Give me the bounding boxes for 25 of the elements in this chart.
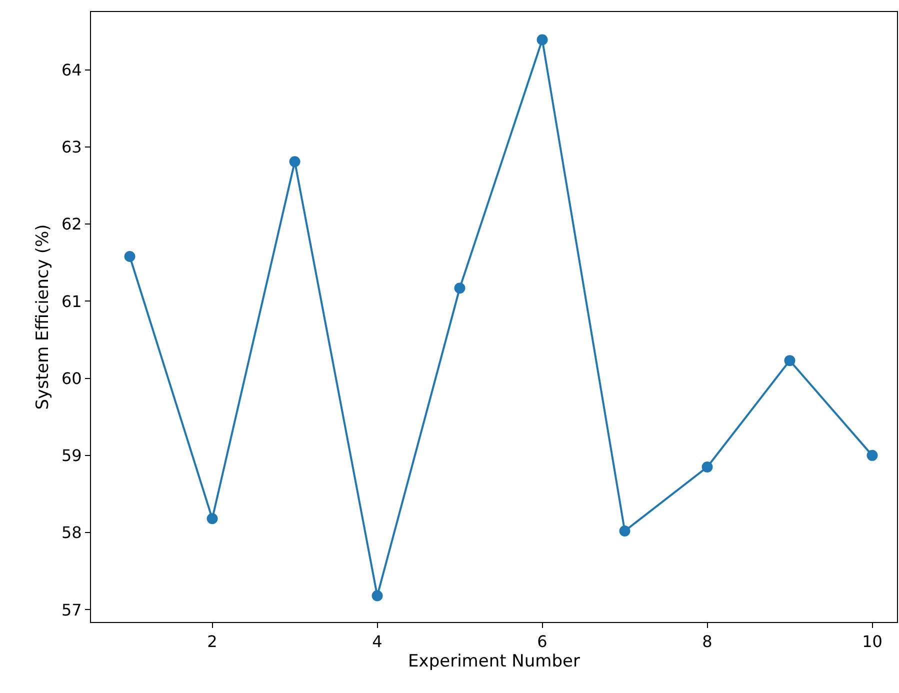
y-tick-label: 58 xyxy=(61,523,82,542)
point xyxy=(372,590,383,602)
y-tick-label: 61 xyxy=(61,292,82,311)
y-tick-label: 60 xyxy=(61,368,82,388)
point xyxy=(866,450,878,461)
point xyxy=(784,355,796,366)
y-tick-label: 59 xyxy=(61,446,82,466)
y-axis-title: System Efficiency (%) xyxy=(32,224,53,410)
y-tick-label: 64 xyxy=(61,60,82,80)
point xyxy=(619,526,630,536)
x-tick-label: 8 xyxy=(702,632,712,652)
point xyxy=(289,156,300,168)
point xyxy=(124,250,136,262)
point xyxy=(536,34,548,46)
point xyxy=(454,282,466,294)
x-axis-title: Experiment Number xyxy=(408,652,580,672)
x-tick-label: 10 xyxy=(862,632,882,652)
y-tick-label: 63 xyxy=(61,138,82,157)
point xyxy=(702,461,713,472)
x-tick-label: 4 xyxy=(372,632,382,652)
y-tick-label: 57 xyxy=(61,600,82,620)
x-tick-label: 6 xyxy=(537,632,548,652)
point xyxy=(206,513,218,524)
x-tick-label: 2 xyxy=(207,632,218,652)
y-tick-label: 62 xyxy=(61,214,82,234)
